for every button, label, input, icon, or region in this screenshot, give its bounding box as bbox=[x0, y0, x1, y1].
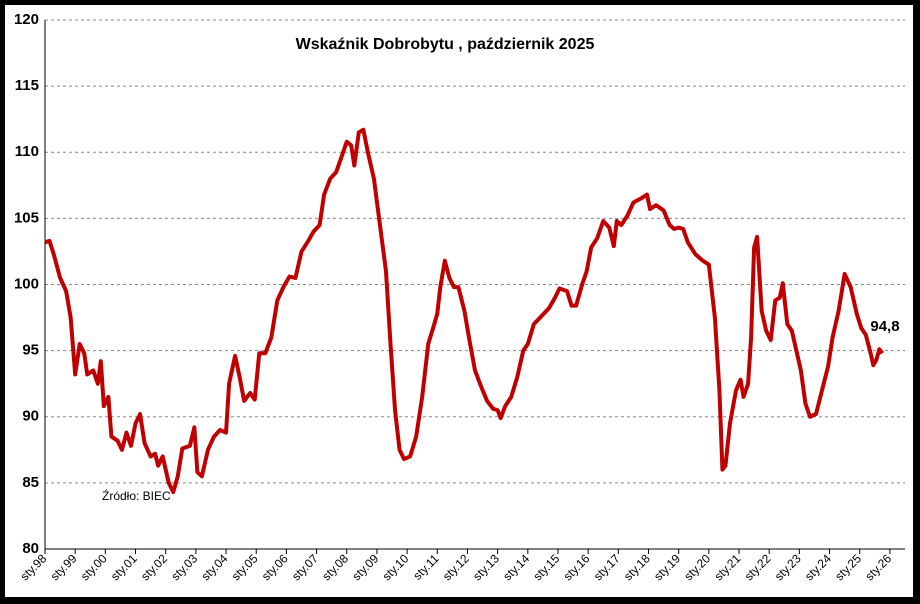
y-tick-label: 110 bbox=[15, 143, 39, 160]
y-tick-label: 80 bbox=[22, 540, 39, 557]
chart-title: Wskaźnik Dobrobytu , październik 2025 bbox=[296, 36, 595, 53]
y-tick-label: 105 bbox=[14, 209, 39, 226]
y-tick-label: 115 bbox=[15, 77, 39, 94]
end-value-label: 94,8 bbox=[870, 318, 899, 335]
y-tick-label: 100 bbox=[14, 275, 39, 292]
data-line bbox=[44, 127, 884, 495]
y-tick-label: 90 bbox=[22, 408, 39, 425]
y-tick-label: 95 bbox=[22, 342, 39, 359]
y-tick-label: 120 bbox=[14, 11, 39, 28]
source-note: Źródło: BIEC bbox=[102, 488, 171, 503]
y-tick-label: 85 bbox=[22, 474, 39, 491]
